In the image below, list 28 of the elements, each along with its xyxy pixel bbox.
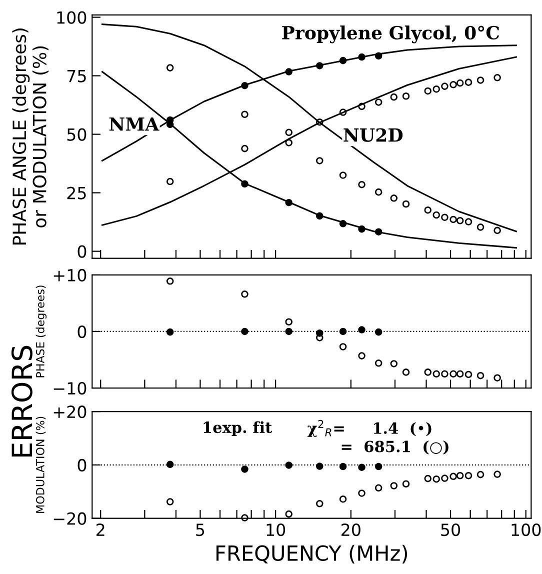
annotation: 1exp. fit bbox=[204, 421, 272, 436]
annotation: = 685.1 (○) bbox=[342, 440, 448, 454]
y-tick-label: 25 bbox=[67, 186, 86, 200]
y-tick-label: 0 bbox=[78, 245, 86, 258]
x-tick-label: 100 bbox=[512, 523, 541, 536]
y-tick-label: +10 bbox=[54, 268, 86, 282]
y-axis-title: PHASE ANGLE (degrees) or MODULATION (%) bbox=[12, 28, 49, 244]
y-tick-label: 0 bbox=[78, 325, 86, 338]
x-tick-label: 10 bbox=[266, 523, 286, 536]
annotation: NU2D bbox=[344, 128, 403, 142]
annotation: χ$^{2}$$_{R}$= 1.4 (•) bbox=[307, 420, 432, 438]
x-tick-label: 5 bbox=[196, 524, 204, 536]
y-axis-title: PHASE (degrees) bbox=[36, 286, 47, 378]
y-tick-label: 75 bbox=[67, 70, 86, 82]
y-axis-title: MODULATION (%) bbox=[36, 416, 46, 513]
y-tick-label: 0 bbox=[78, 458, 86, 472]
y-tick-label: 50 bbox=[67, 128, 86, 141]
y-tick-label: −20 bbox=[54, 512, 86, 525]
y-tick-label: −10 bbox=[54, 382, 86, 395]
text: ERRORS bbox=[11, 346, 32, 457]
x-axis-title: FREQUENCY (MHz) bbox=[216, 544, 408, 564]
y-tick-label: 100 bbox=[57, 11, 86, 24]
x-tick-label: 20 bbox=[342, 523, 360, 536]
annotation: NMA bbox=[109, 117, 160, 131]
annotation: Propylene Glycol, 0°C bbox=[282, 26, 500, 44]
x-tick-label: 50 bbox=[441, 523, 460, 536]
x-tick-label: 2 bbox=[96, 523, 104, 536]
y-tick-label: +20 bbox=[54, 406, 86, 418]
